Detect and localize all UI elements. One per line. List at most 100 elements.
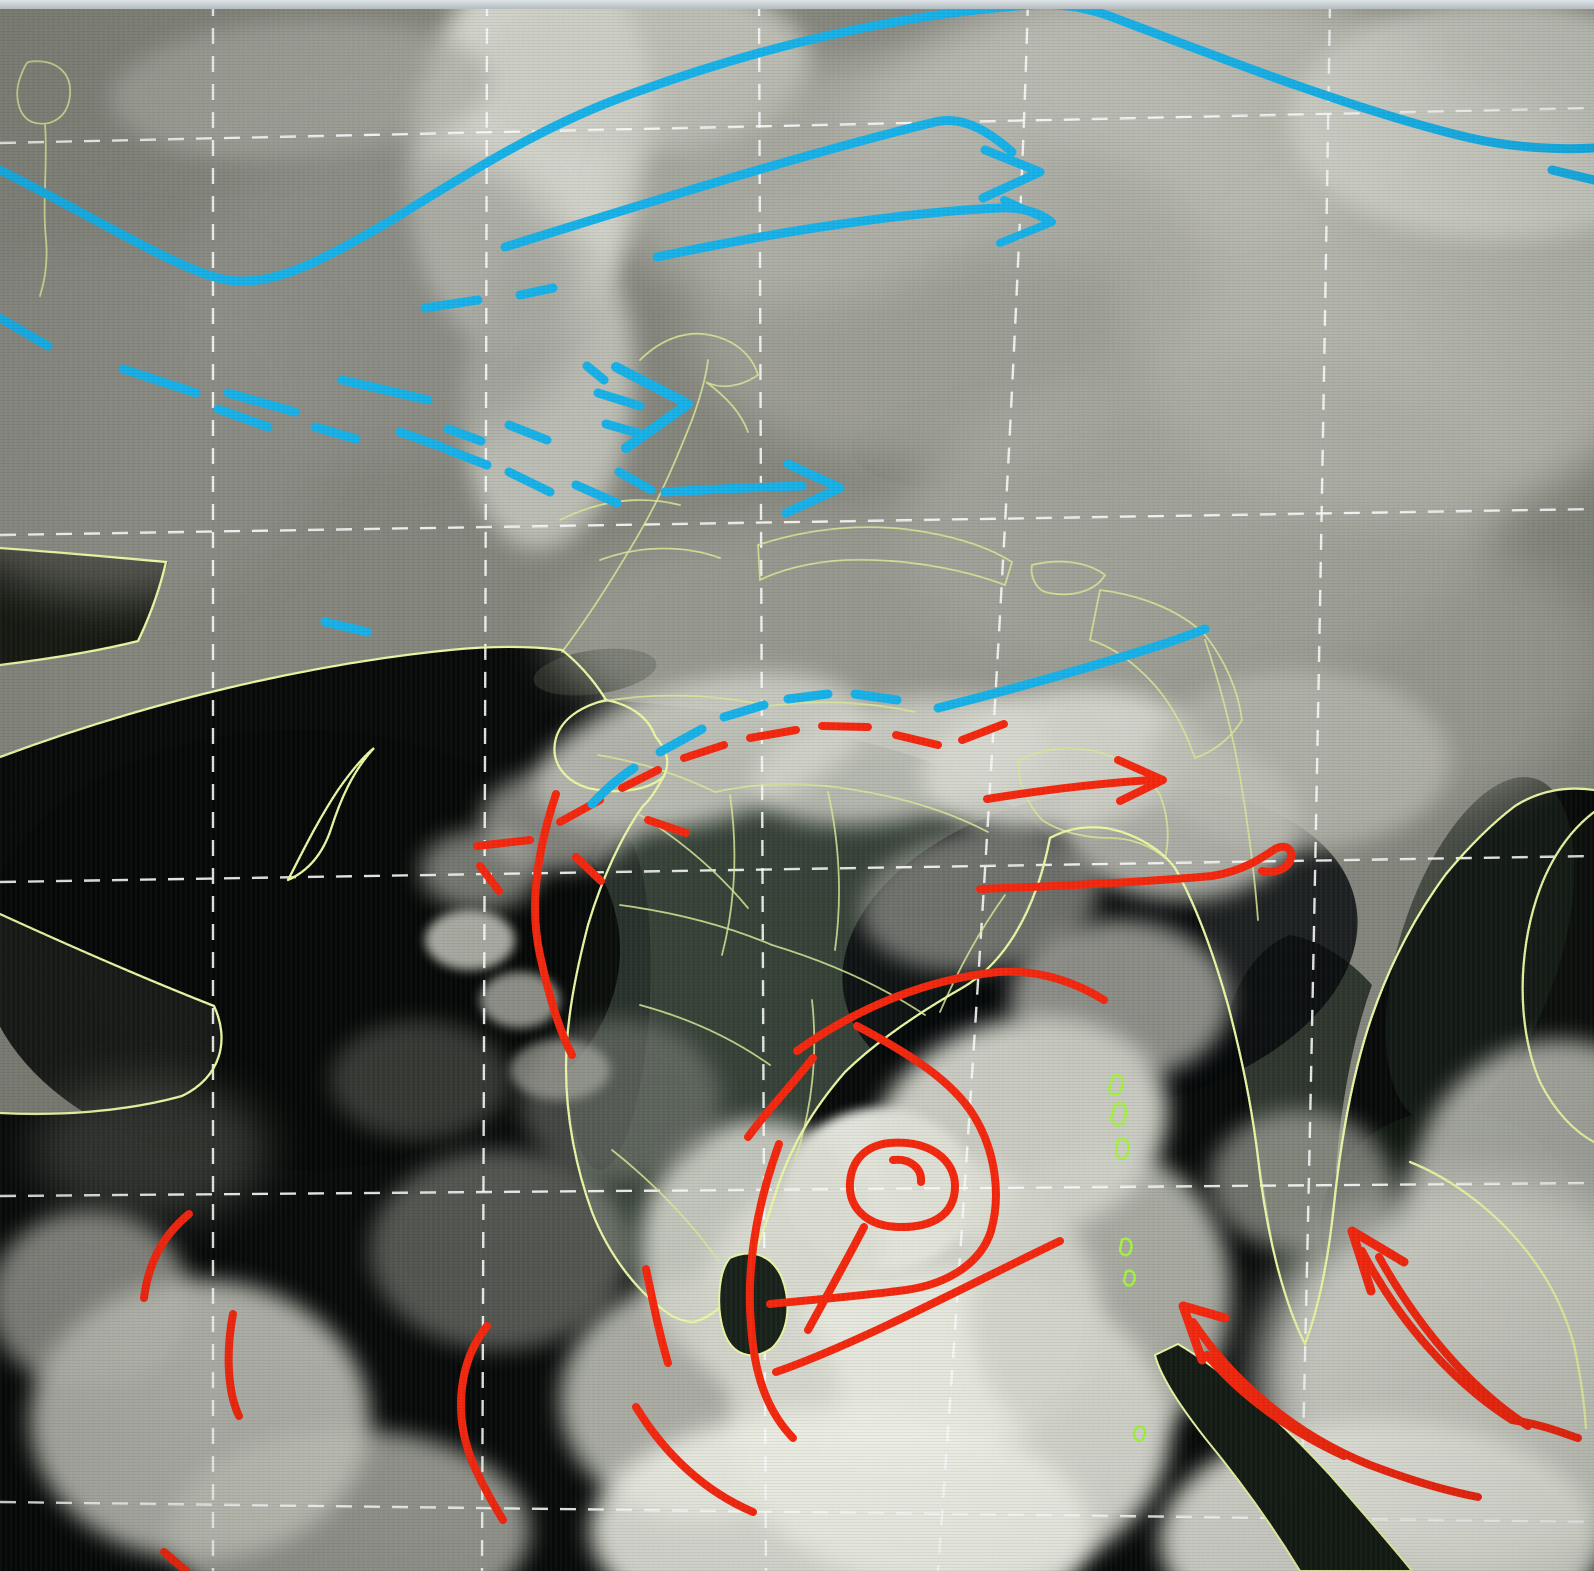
edge-stray: [1547, 165, 1594, 185]
mid-arrowhead: [781, 459, 845, 518]
c-top-left: [110, 19, 490, 161]
andaman-3: [1114, 1137, 1130, 1161]
outer-band-ne: [793, 967, 1108, 1055]
dash-annotation: [719, 700, 769, 722]
dash-annotation: [571, 480, 622, 508]
dash-annotation: [337, 375, 433, 405]
malay-corner-coast: [1408, 1160, 1588, 1430]
trough-east-arrow-shaft: [983, 776, 1156, 803]
sw-edge-bit: [160, 1548, 190, 1571]
outer-band-sw: [772, 1237, 1064, 1376]
se-arrow-left-shaft: [1189, 1318, 1482, 1501]
trough-stray: [644, 816, 690, 837]
cyclone-eye-inner: [889, 1155, 925, 1186]
c-sw-3: [170, 1430, 530, 1571]
dash-annotation: [443, 445, 492, 470]
nicobar-1: [1118, 1237, 1133, 1257]
andaman-2: [1109, 1101, 1128, 1127]
dash-annotation: [746, 726, 800, 742]
dash-annotation: [892, 731, 942, 749]
short-arc: [642, 1265, 672, 1367]
trough-east-arrowhead: [1114, 756, 1167, 805]
se-arrow-left-head: [1178, 1301, 1230, 1365]
parallel-3: [0, 854, 1594, 884]
se-arrow-right-head: [1347, 1226, 1409, 1296]
c-andaman-sea: [1210, 1110, 1390, 1250]
dash-annotation: [655, 724, 707, 757]
nw-border: [39, 124, 48, 297]
dash-annotation: [587, 763, 639, 809]
parallel-2: [0, 507, 1594, 537]
bhutan-border: [1030, 560, 1107, 596]
dash-annotation: [223, 388, 300, 417]
dash-annotation: [118, 364, 201, 398]
se-arrow-right-inner: [1375, 1253, 1532, 1430]
west-long-arc: [745, 1140, 797, 1442]
cyclone-outer-circle: [766, 1022, 1000, 1308]
khambhat-coast: [641, 774, 666, 808]
dash-annotation: [680, 741, 728, 762]
chevron-arrowhead: [611, 362, 693, 453]
bangladesh-coast: [1048, 826, 1177, 870]
jet-branch-upper: [500, 116, 1017, 252]
konkan-coast-arc: [531, 790, 576, 1059]
c-west-veil: [0, 240, 340, 600]
sw-arc-b: [224, 1310, 243, 1420]
ne-states-border: [1088, 589, 1243, 760]
tenasserim-gulf-coast: [1303, 787, 1594, 1346]
gulf-thailand-coast: [1521, 810, 1594, 1144]
se-arrow-right-shaft: [1358, 1247, 1582, 1442]
c-coast-1: [425, 910, 515, 970]
nicobar-2: [1122, 1269, 1136, 1287]
mid-arrow-shaft: [660, 481, 807, 497]
c-coast-3: [510, 1040, 610, 1100]
dash-annotation: [614, 467, 656, 495]
india-west-coast: [564, 804, 696, 1324]
c-sw-veil3: [330, 1020, 510, 1140]
c-cyclone-bottom: [590, 1410, 1090, 1571]
musandam-coast: [286, 747, 375, 882]
dash-annotation: [850, 689, 902, 705]
kathiawar-coast: [553, 698, 669, 793]
persian-gulf-coast: [0, 546, 168, 667]
c-himalaya-3: [1290, 0, 1594, 240]
dash-annotation: [958, 720, 1008, 744]
c-coast-2: [480, 972, 560, 1028]
dash-annotation: [783, 689, 833, 704]
parallel-4: [0, 1181, 1594, 1198]
konkan-stray-2: [572, 853, 605, 885]
cyclone-tail: [804, 1223, 868, 1334]
dash-annotation: [213, 404, 273, 432]
meridian-2: [480, 0, 489, 1571]
ne-flow-solid: [933, 624, 1210, 713]
cyclone-eye-loop: [845, 1138, 959, 1232]
blue-jetstream-annotation-layer: [0, 0, 1594, 809]
c-ne-hill: [1150, 670, 1450, 850]
state-ap: [639, 999, 816, 1161]
konkan-stray-1: [476, 862, 503, 895]
nw-lake: [16, 60, 71, 125]
south-band: [632, 1403, 757, 1516]
arabia-coast: [0, 912, 223, 1116]
dash-annotation: [420, 295, 483, 313]
tamilnadu-arc: [744, 1054, 817, 1141]
se-arrow-left-inner: [1203, 1351, 1348, 1460]
bob-top-line-curl: [976, 842, 1296, 893]
branch-lower-arrowhead: [996, 196, 1056, 247]
c-se-mass-2: [1410, 1040, 1594, 1360]
red-windflow-annotation-layer: [140, 720, 1582, 1571]
dash-annotation: [515, 283, 558, 300]
dash-annotation: [504, 467, 555, 497]
pak-india-border: [561, 359, 709, 653]
dash-annotation: [582, 361, 609, 385]
dash-annotation: [0, 313, 53, 351]
sw-arc-c: [457, 1322, 507, 1524]
state-mp-east: [721, 791, 840, 956]
dash-annotation: [320, 617, 372, 637]
dash-annotation: [504, 420, 552, 445]
branch-upper-arrowhead: [978, 145, 1045, 203]
dash-annotation: [473, 836, 534, 850]
makran-coast: [0, 645, 608, 759]
screen-edge-strip: [0, 0, 1594, 9]
